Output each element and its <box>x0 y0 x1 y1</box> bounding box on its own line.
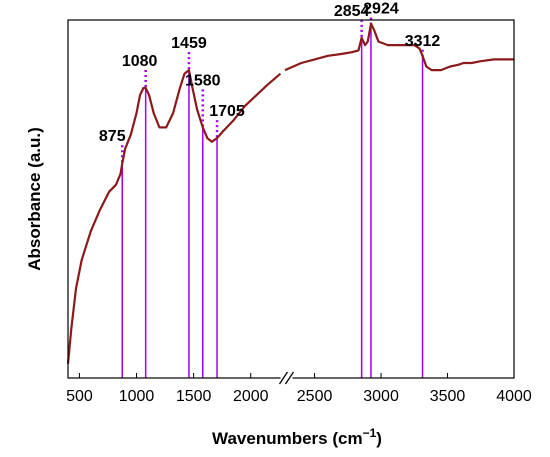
x-axis-title-main: Wavenumbers (cm <box>212 429 363 448</box>
x-tick-label-4000: 4000 <box>496 388 532 405</box>
x-tick-label-1500: 1500 <box>176 388 212 405</box>
plot-frame <box>67 19 515 379</box>
x-tick-label-1000: 1000 <box>119 388 155 405</box>
peak-label-3312: 3312 <box>405 33 441 50</box>
y-axis-title: Absorbance (a.u.) <box>25 127 44 271</box>
x-axis-title-close: ) <box>376 429 382 448</box>
peak-label-2854: 2854 <box>334 3 370 20</box>
series-layer <box>66 22 514 364</box>
axis-break-marker <box>278 371 295 385</box>
x-tick-label-500: 500 <box>66 388 93 405</box>
peak-label-1080: 1080 <box>122 53 158 70</box>
x-tick-label-2500: 2500 <box>297 388 333 405</box>
axis-break-mask <box>280 372 293 384</box>
peak-label-875: 875 <box>99 128 126 145</box>
peak-lines <box>121 17 424 378</box>
x-axis-title: Wavenumbers (cm−1) <box>212 426 382 448</box>
x-tick-label-2000: 2000 <box>233 388 269 405</box>
axis-break-slash-0 <box>278 371 289 385</box>
series-line-0-part-0 <box>66 69 282 364</box>
peak-label-1580: 1580 <box>185 72 221 89</box>
series-line-0-part-1 <box>284 22 514 72</box>
peak-label-1459: 1459 <box>171 35 207 52</box>
peak-label-1705: 1705 <box>209 103 245 120</box>
x-axis-title-superscript: −1 <box>363 426 377 440</box>
axis-break-slash-1 <box>284 371 295 385</box>
x-axis-ticks: 500 1000 1500 2000 2500 3000 3500 4000 <box>66 373 532 405</box>
x-tick-label-3500: 3500 <box>430 388 466 405</box>
peak-label-2924: 2924 <box>363 1 399 18</box>
x-tick-label-3000: 3000 <box>363 388 399 405</box>
